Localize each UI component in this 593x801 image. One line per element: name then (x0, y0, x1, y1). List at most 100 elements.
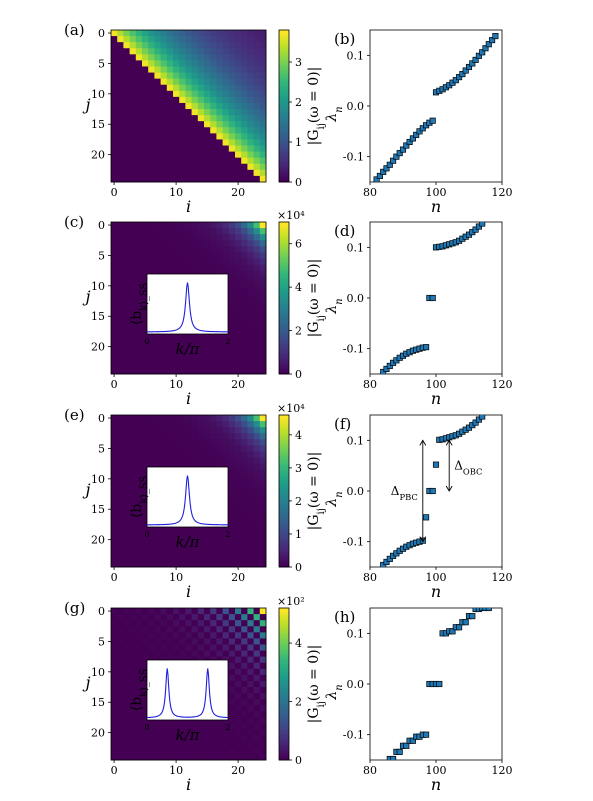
heatmap-cell (228, 337, 236, 344)
heatmap-cell (222, 650, 230, 658)
heatmap-cell (123, 632, 130, 639)
heatmap-cell (179, 433, 186, 440)
heatmap-cell (210, 741, 217, 749)
heatmap-cell (191, 632, 199, 639)
heatmap-cell (228, 343, 236, 351)
heatmap-cell (228, 614, 236, 621)
heatmap-cell (117, 656, 124, 664)
heatmap-cell (235, 337, 242, 344)
heatmap-frame (110, 607, 267, 761)
heatmap-cell (204, 638, 211, 645)
colorbar-step (279, 458, 289, 462)
heatmap-cell (210, 30, 217, 37)
colorbar-step (279, 333, 289, 337)
heatmap-cell (142, 169, 149, 177)
x-tick-label: 120 (492, 764, 513, 777)
heatmap-cell (160, 228, 168, 235)
heatmap-cell (135, 66, 143, 73)
heatmap-cell (142, 674, 149, 682)
heatmap-cell (228, 662, 236, 670)
heatmap-cell (148, 90, 155, 98)
heatmap-cell (173, 115, 180, 122)
heatmap-cell (166, 115, 174, 122)
heatmap-cell (204, 554, 211, 562)
heatmap-cell (210, 548, 217, 556)
heatmap-cell (259, 258, 267, 265)
inset-x-tick-label: 2 (225, 530, 230, 539)
heatmap-cell (160, 548, 168, 556)
heatmap-cell (129, 433, 137, 440)
heatmap-cell (160, 560, 168, 568)
colorbar-step (279, 249, 289, 253)
heatmap-cell (111, 699, 118, 706)
heatmap-cell (129, 42, 137, 49)
heatmap-cell (173, 747, 180, 755)
heatmap-frame (110, 414, 267, 568)
heatmap-cell (216, 548, 223, 556)
heatmap-cell (228, 234, 236, 241)
heatmap-cell (253, 42, 261, 49)
heatmap-cell (222, 355, 230, 363)
heatmap-cell (129, 228, 137, 235)
heatmap-cell (129, 753, 137, 761)
heatmap-cell (148, 121, 155, 128)
heatmap-cell (216, 157, 223, 165)
heatmap-cell (241, 650, 248, 658)
heatmap-cell (185, 355, 192, 363)
heatmap-cell (148, 614, 155, 621)
heatmap-cell (216, 234, 223, 241)
heatmap-cell (210, 554, 217, 562)
heatmap-cell (216, 90, 223, 98)
heatmap-cell (117, 349, 124, 357)
heatmap-cell (235, 626, 242, 633)
heatmap-cell (148, 331, 155, 338)
colorbar-g (279, 608, 289, 761)
heatmap-cell (166, 644, 174, 651)
heatmap-cell (173, 451, 180, 458)
heatmap-cell (173, 415, 180, 422)
heatmap-cell (197, 234, 205, 241)
heatmap-cell (135, 42, 143, 49)
heatmap-cell (241, 693, 248, 700)
heatmap-cell (241, 705, 248, 712)
heatmap-cell (142, 175, 149, 183)
heatmap-cell (129, 729, 137, 737)
heatmap-cell (129, 294, 137, 302)
heatmap-cell (228, 163, 236, 171)
heatmap-cell (185, 427, 192, 434)
heatmap-cell (235, 668, 242, 676)
heatmap-cell (210, 753, 217, 761)
heatmap-cell (111, 524, 118, 531)
heatmap-cell (111, 638, 118, 645)
colorbar-step (279, 739, 289, 743)
heatmap-cell (253, 463, 261, 471)
heatmap-cell (160, 42, 168, 49)
heatmap-cell (228, 427, 236, 434)
heatmap-cell (154, 72, 161, 80)
heatmap-cell (204, 54, 211, 61)
heatmap-cell (216, 445, 223, 452)
heatmap-cell (210, 626, 217, 633)
heatmap-cell (228, 157, 236, 165)
inset-y-label: ⟨bk⟩_SS (129, 669, 150, 711)
heatmap-cell (160, 133, 168, 140)
heatmap-cell (228, 638, 236, 645)
heatmap-cell (253, 614, 261, 621)
heatmap-cell (111, 548, 118, 556)
heatmap-cell (135, 530, 143, 537)
heatmap-cell (123, 66, 130, 73)
heatmap-cell (173, 729, 180, 737)
heatmap-cell (173, 252, 180, 259)
heatmap-cell (247, 325, 254, 332)
heatmap-cell (241, 139, 248, 146)
heatmap-cell (247, 361, 254, 369)
heatmap-cell (253, 157, 261, 165)
heatmap-cell (135, 451, 143, 458)
heatmap-cell (173, 48, 180, 55)
heatmap-cell (259, 656, 267, 664)
heatmap-cell (123, 60, 130, 67)
heatmap-cell (148, 169, 155, 177)
heatmap-cell (166, 620, 174, 627)
heatmap-cell (191, 421, 199, 428)
colorbar-step (279, 501, 289, 505)
